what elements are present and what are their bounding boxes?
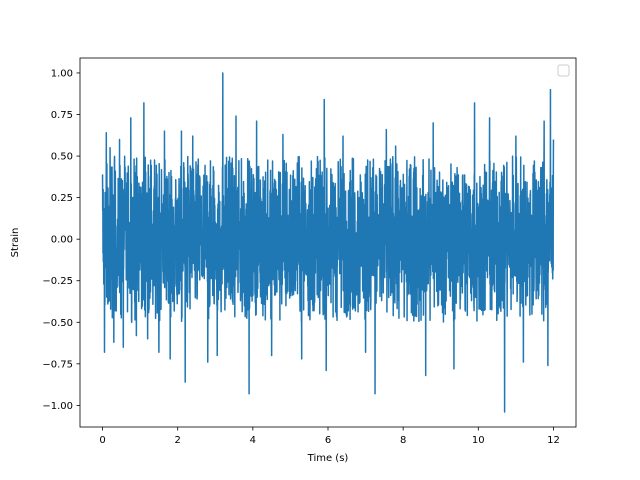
x-tick-label: 4 (250, 435, 256, 446)
y-tick-label: −0.50 (42, 318, 73, 329)
x-tick-label: 12 (547, 435, 560, 446)
y-axis-label: Strain (10, 228, 21, 258)
y-tick-label: 0.00 (51, 235, 73, 246)
legend-box (557, 64, 570, 77)
plot-area (101, 72, 555, 413)
y-tick-label: 1.00 (51, 68, 73, 79)
y-tick-label: −0.75 (42, 359, 73, 370)
x-tick-label: 8 (400, 435, 406, 446)
y-tick-label: 0.75 (51, 110, 73, 121)
x-tick-label: 2 (175, 435, 181, 446)
y-tick-label: 0.25 (51, 193, 73, 204)
x-tick-label: 6 (325, 435, 331, 446)
y-tick-label: 0.50 (51, 152, 73, 163)
x-tick-label: 10 (472, 435, 485, 446)
x-axis: 0 2 4 6 8 10 12 (99, 427, 560, 446)
y-axis: −1.00 −0.75 −0.50 −0.25 0.00 0.25 0.50 0.75 1.00 (42, 68, 80, 412)
x-axis-label: Time (s) (307, 453, 349, 464)
x-tick-label: 0 (99, 435, 105, 446)
y-tick-label: −1.00 (42, 401, 73, 412)
strain-series-line (101, 72, 555, 413)
y-tick-label: −0.25 (42, 276, 73, 287)
